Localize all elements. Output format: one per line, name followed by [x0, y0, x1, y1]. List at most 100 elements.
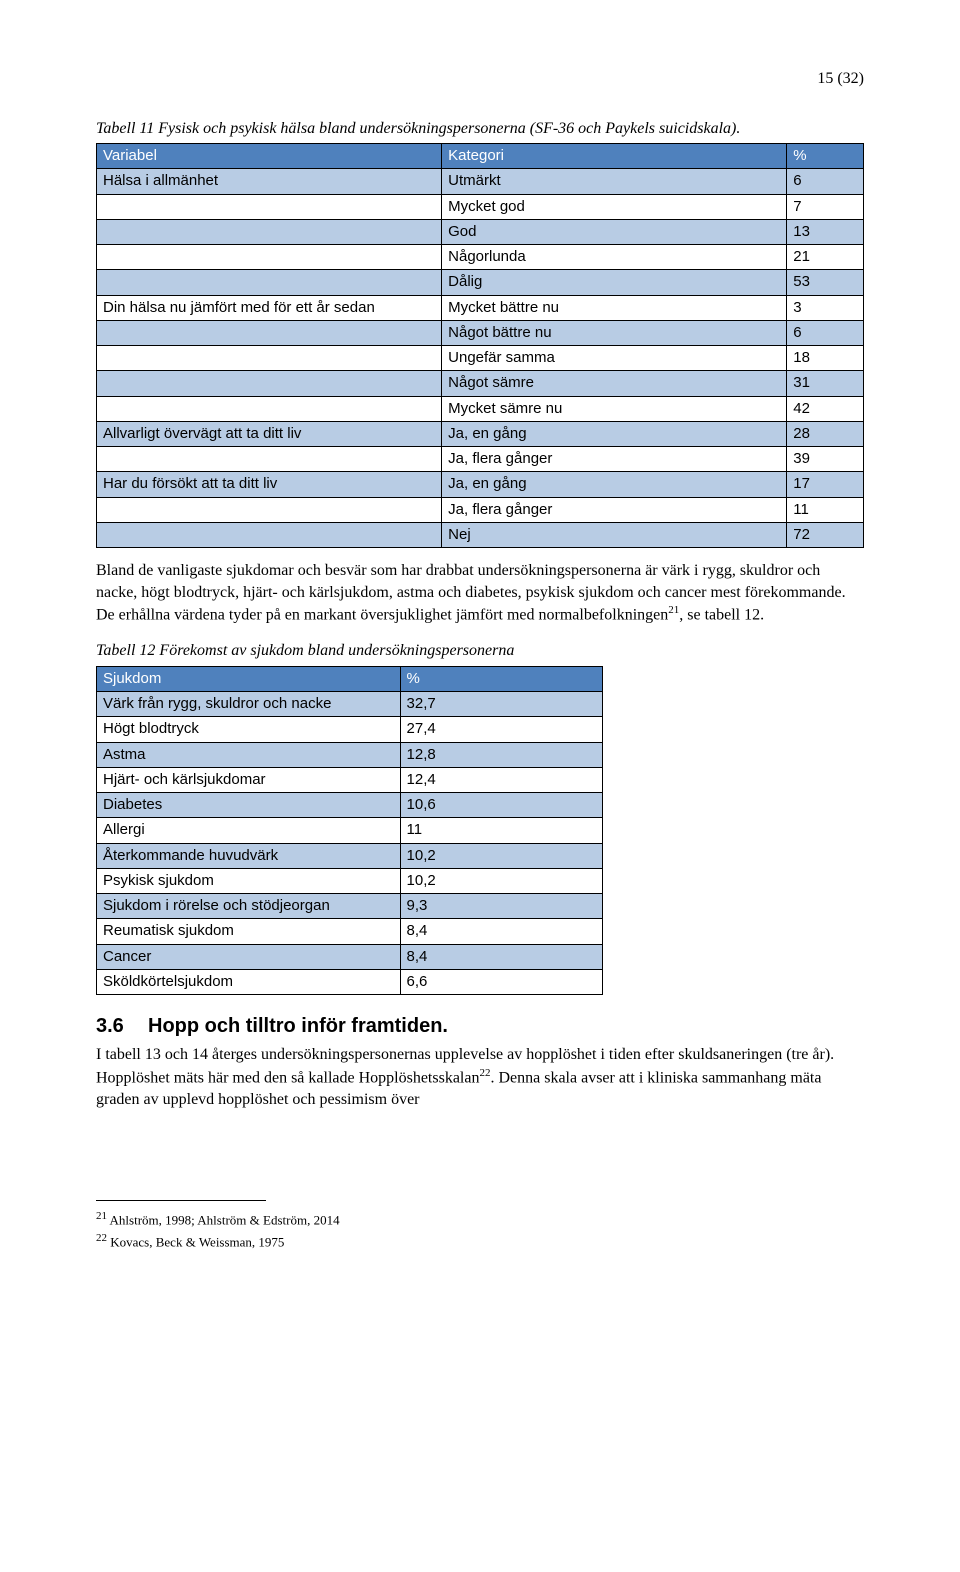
table-cell: 6,6 — [400, 969, 602, 994]
paragraph-1: Bland de vanligaste sjukdomar och besvär… — [96, 560, 864, 626]
table-cell: 7 — [787, 194, 864, 219]
table-row: Dålig53 — [97, 270, 864, 295]
table-cell: 72 — [787, 522, 864, 547]
table-row: Har du försökt att ta ditt livJa, en gån… — [97, 472, 864, 497]
table-cell: 10,2 — [400, 843, 602, 868]
paragraph-2: I tabell 13 och 14 återges undersöknings… — [96, 1044, 864, 1110]
table-cell: Mycket sämre nu — [442, 396, 787, 421]
table-cell: 31 — [787, 371, 864, 396]
table-header-cell: % — [787, 144, 864, 169]
table-row: Hälsa i allmänhetUtmärkt6 — [97, 169, 864, 194]
table-cell: Din hälsa nu jämfört med för ett år seda… — [97, 295, 442, 320]
table-cell: 8,4 — [400, 944, 602, 969]
table-row: Psykisk sjukdom10,2 — [97, 868, 603, 893]
section-title: Hopp och tilltro inför framtiden. — [148, 1015, 448, 1037]
table-row: Din hälsa nu jämfört med för ett år seda… — [97, 295, 864, 320]
table-cell — [97, 346, 442, 371]
table-row: Återkommande huvudvärk10,2 — [97, 843, 603, 868]
page-number: 15 (32) — [96, 68, 864, 90]
table-cell: 8,4 — [400, 919, 602, 944]
table-cell: Ja, flera gånger — [442, 497, 787, 522]
table12: Sjukdom%Värk från rygg, skuldror och nac… — [96, 666, 603, 995]
table-cell: Reumatisk sjukdom — [97, 919, 401, 944]
table-cell: Dålig — [442, 270, 787, 295]
table12-caption: Tabell 12 Förekomst av sjukdom bland und… — [96, 640, 864, 662]
table-cell: Något bättre nu — [442, 320, 787, 345]
table-cell: Hjärt- och kärlsjukdomar — [97, 767, 401, 792]
footnote-ref-22: 22 — [479, 1067, 490, 1079]
table-cell: Ja, flera gånger — [442, 447, 787, 472]
table-row: Allvarligt övervägt att ta ditt livJa, e… — [97, 421, 864, 446]
table-cell: 17 — [787, 472, 864, 497]
table-cell: 13 — [787, 219, 864, 244]
table-cell — [97, 396, 442, 421]
table-row: Diabetes10,6 — [97, 793, 603, 818]
table-cell: 32,7 — [400, 692, 602, 717]
table-cell — [97, 245, 442, 270]
table-cell — [97, 320, 442, 345]
table-row: Något sämre31 — [97, 371, 864, 396]
table-cell: Återkommande huvudvärk — [97, 843, 401, 868]
table-row: Mycket god7 — [97, 194, 864, 219]
footnote-line: 21 Ahlström, 1998; Ahlström & Edström, 2… — [96, 1209, 864, 1229]
table-cell: Värk från rygg, skuldror och nacke — [97, 692, 401, 717]
table-cell: Sjukdom i rörelse och stödjeorgan — [97, 894, 401, 919]
table-cell: Hälsa i allmänhet — [97, 169, 442, 194]
table-row: Sjukdom i rörelse och stödjeorgan9,3 — [97, 894, 603, 919]
table-cell: 18 — [787, 346, 864, 371]
table-cell: 9,3 — [400, 894, 602, 919]
table-row: Cancer8,4 — [97, 944, 603, 969]
table-cell: Högt blodtryck — [97, 717, 401, 742]
table-cell: Psykisk sjukdom — [97, 868, 401, 893]
table-cell: 21 — [787, 245, 864, 270]
section-number: 3.6 — [96, 1013, 148, 1040]
table-cell: Diabetes — [97, 793, 401, 818]
table-cell: Någorlunda — [442, 245, 787, 270]
table11: VariabelKategori%Hälsa i allmänhetUtmärk… — [96, 143, 864, 548]
table-cell: Astma — [97, 742, 401, 767]
table-cell: 27,4 — [400, 717, 602, 742]
table-header-cell: Variabel — [97, 144, 442, 169]
table-row: Astma12,8 — [97, 742, 603, 767]
table-row: Hjärt- och kärlsjukdomar12,4 — [97, 767, 603, 792]
table-cell: 3 — [787, 295, 864, 320]
table-cell — [97, 371, 442, 396]
table-cell: Mycket god — [442, 194, 787, 219]
table-cell: 10,6 — [400, 793, 602, 818]
table-cell: Ungefär samma — [442, 346, 787, 371]
table-row: Ungefär samma18 — [97, 346, 864, 371]
table-cell: Ja, en gång — [442, 472, 787, 497]
table-cell: 12,4 — [400, 767, 602, 792]
footnote-line: 22 Kovacs, Beck & Weissman, 1975 — [96, 1231, 864, 1251]
table11-caption: Tabell 11 Fysisk och psykisk hälsa bland… — [96, 118, 864, 140]
table-cell: God — [442, 219, 787, 244]
table-row: Allergi11 — [97, 818, 603, 843]
table-cell: 11 — [787, 497, 864, 522]
table-cell: 12,8 — [400, 742, 602, 767]
table-cell: 53 — [787, 270, 864, 295]
table-row: Värk från rygg, skuldror och nacke32,7 — [97, 692, 603, 717]
footnote-ref-21: 21 — [668, 604, 679, 616]
table-row: Sköldkörtelsjukdom6,6 — [97, 969, 603, 994]
section-heading: 3.6Hopp och tilltro inför framtiden. — [96, 1013, 864, 1040]
table-cell: Ja, en gång — [442, 421, 787, 446]
table-cell: Allvarligt övervägt att ta ditt liv — [97, 421, 442, 446]
table-cell: Sköldkörtelsjukdom — [97, 969, 401, 994]
paragraph-1-tail: , se tabell 12. — [679, 607, 764, 624]
table-cell: Något sämre — [442, 371, 787, 396]
table-cell: 6 — [787, 169, 864, 194]
table-cell — [97, 447, 442, 472]
table-cell: 39 — [787, 447, 864, 472]
table-cell: Utmärkt — [442, 169, 787, 194]
footnotes: 21 Ahlström, 1998; Ahlström & Edström, 2… — [96, 1200, 864, 1251]
table-row: Mycket sämre nu42 — [97, 396, 864, 421]
table-cell: Mycket bättre nu — [442, 295, 787, 320]
table-cell: Har du försökt att ta ditt liv — [97, 472, 442, 497]
table-cell: 10,2 — [400, 868, 602, 893]
table-cell: Nej — [442, 522, 787, 547]
footnote-rule — [96, 1200, 266, 1201]
table-cell: Cancer — [97, 944, 401, 969]
table-cell: 11 — [400, 818, 602, 843]
table-header-cell: Sjukdom — [97, 666, 401, 691]
table-header-cell: % — [400, 666, 602, 691]
